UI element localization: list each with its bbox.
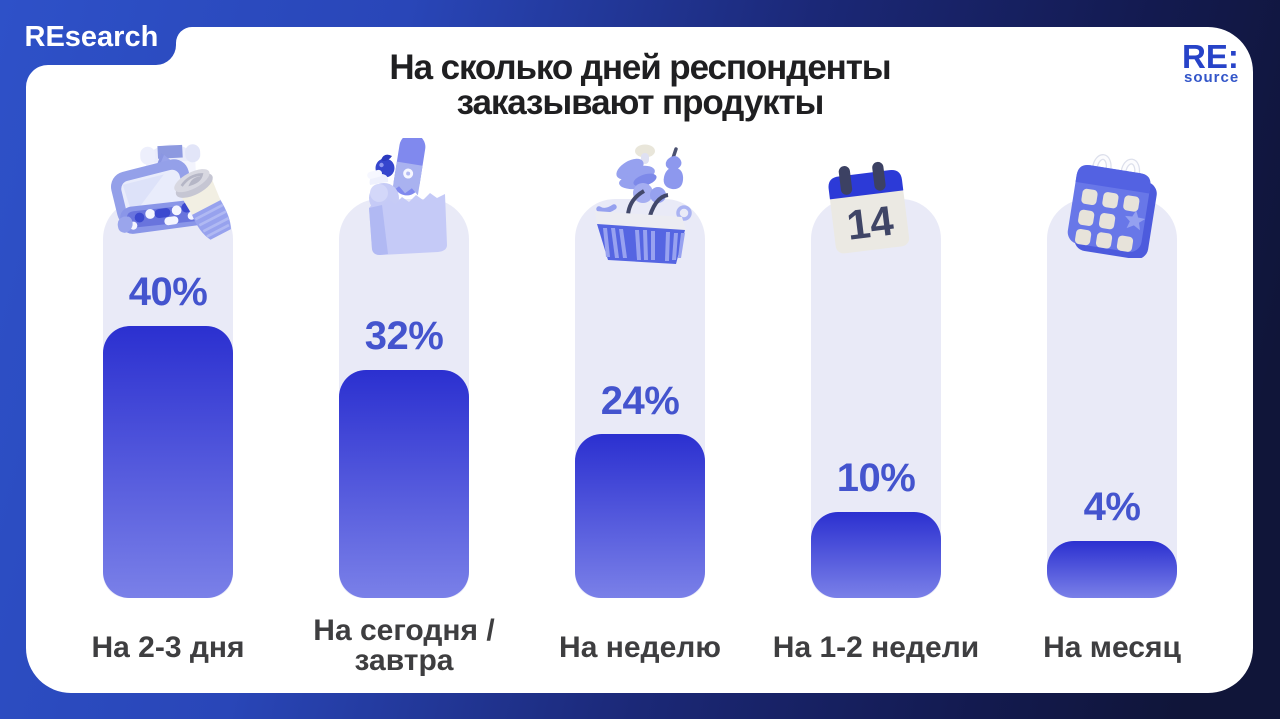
- svg-text:14: 14: [844, 197, 896, 249]
